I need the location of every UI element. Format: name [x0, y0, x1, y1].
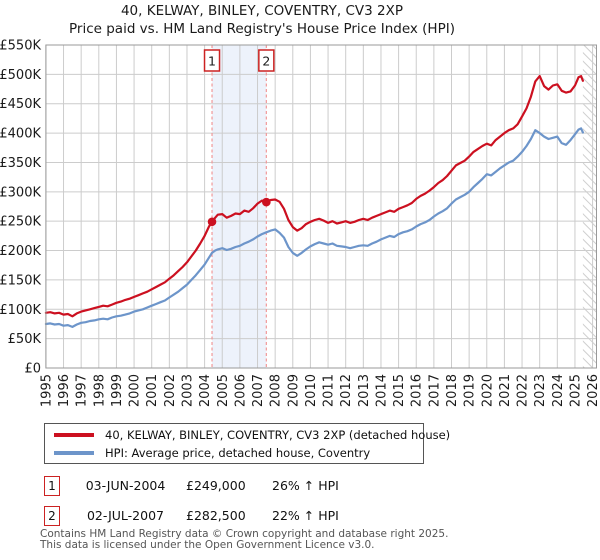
chart-title: 40, KELWAY, BINLEY, COVENTRY, CV3 2XP: [120, 3, 404, 19]
svg-text:2018: 2018: [445, 374, 460, 407]
svg-text:£350K: £350K: [0, 156, 41, 171]
price-history-chart: 1 2 £550K £500K £450K £400K £350K £300K £250K £20…: [0, 39, 600, 408]
svg-text:2008: 2008: [269, 374, 284, 407]
svg-text:£100K: £100K: [0, 303, 41, 318]
svg-text:£300K: £300K: [0, 185, 41, 200]
svg-text:2017: 2017: [427, 374, 442, 407]
svg-text:2012: 2012: [339, 374, 354, 407]
svg-text:2024: 2024: [551, 374, 566, 407]
svg-text:£150K: £150K: [0, 273, 41, 288]
transaction-date: 02-JUL-2007: [86, 508, 164, 523]
svg-text:2003: 2003: [180, 374, 195, 407]
svg-text:£200K: £200K: [0, 244, 41, 259]
svg-text:2021: 2021: [498, 374, 513, 407]
svg-text:2015: 2015: [392, 374, 407, 407]
svg-text:2019: 2019: [463, 374, 478, 407]
svg-text:2006: 2006: [233, 374, 248, 407]
transaction-row: 1 03-JUN-2004 £249,000 26% ↑ HPI: [0, 476, 600, 496]
chart-subtitle: Price paid vs. HM Land Registry's House …: [69, 21, 455, 37]
transaction-row: 2 02-JUL-2007 £282,500 22% ↑ HPI: [0, 506, 600, 526]
transaction-number-badge: 1: [44, 476, 60, 496]
transaction-number-badge: 2: [44, 506, 60, 526]
svg-text:1: 1: [208, 54, 216, 69]
svg-text:2007: 2007: [251, 374, 266, 407]
footer-copyright-line1: Contains HM Land Registry data © Crown c…: [40, 528, 449, 540]
svg-text:£450K: £450K: [0, 97, 41, 112]
transaction-price: £282,500: [186, 508, 246, 523]
legend-item-property: 40, KELWAY, BINLEY, COVENTRY, CV3 2XP (d…: [45, 428, 450, 442]
transaction-hpi-delta: 26% ↑ HPI: [272, 478, 339, 493]
svg-text:2011: 2011: [322, 374, 337, 407]
svg-text:£250K: £250K: [0, 215, 41, 230]
svg-text:2023: 2023: [533, 374, 548, 407]
svg-text:2: 2: [262, 54, 270, 69]
svg-text:£400K: £400K: [0, 127, 41, 142]
svg-text:£50K: £50K: [8, 332, 42, 347]
svg-text:1998: 1998: [92, 374, 107, 407]
legend-label-property: 40, KELWAY, BINLEY, COVENTRY, CV3 2XP (d…: [105, 427, 451, 442]
svg-text:2009: 2009: [286, 374, 301, 407]
chart-legend: 40, KELWAY, BINLEY, COVENTRY, CV3 2XP (d…: [44, 423, 450, 464]
property-line-swatch: [54, 432, 94, 437]
footer-copyright-line2: This data is licensed under the Open Gov…: [40, 539, 375, 551]
svg-text:2026: 2026: [586, 374, 600, 407]
legend-label-hpi: HPI: Average price, detached house, Cove…: [105, 445, 371, 460]
svg-text:2022: 2022: [516, 374, 531, 407]
transaction-date: 03-JUN-2004: [85, 478, 166, 493]
svg-text:2000: 2000: [128, 374, 143, 407]
hpi-line-swatch: [54, 450, 94, 455]
svg-text:£500K: £500K: [0, 68, 41, 83]
svg-text:2004: 2004: [198, 374, 213, 407]
legend-item-hpi: HPI: Average price, detached house, Cove…: [45, 446, 423, 460]
svg-text:1999: 1999: [110, 374, 125, 407]
svg-text:1996: 1996: [57, 374, 72, 407]
svg-text:2005: 2005: [216, 374, 231, 407]
svg-text:£0: £0: [24, 362, 41, 377]
svg-text:2002: 2002: [163, 374, 178, 407]
svg-text:2001: 2001: [145, 374, 160, 407]
transaction-price: £249,000: [186, 478, 246, 493]
svg-text:2010: 2010: [304, 374, 319, 407]
svg-text:2016: 2016: [410, 374, 425, 407]
svg-text:1995: 1995: [39, 374, 54, 407]
svg-text:2025: 2025: [568, 374, 583, 407]
svg-text:2014: 2014: [374, 374, 389, 407]
svg-text:£550K: £550K: [0, 39, 41, 54]
transaction-hpi-delta: 22% ↑ HPI: [272, 508, 339, 523]
svg-text:2020: 2020: [480, 374, 495, 407]
svg-text:1997: 1997: [75, 374, 90, 407]
svg-text:2013: 2013: [357, 374, 372, 407]
